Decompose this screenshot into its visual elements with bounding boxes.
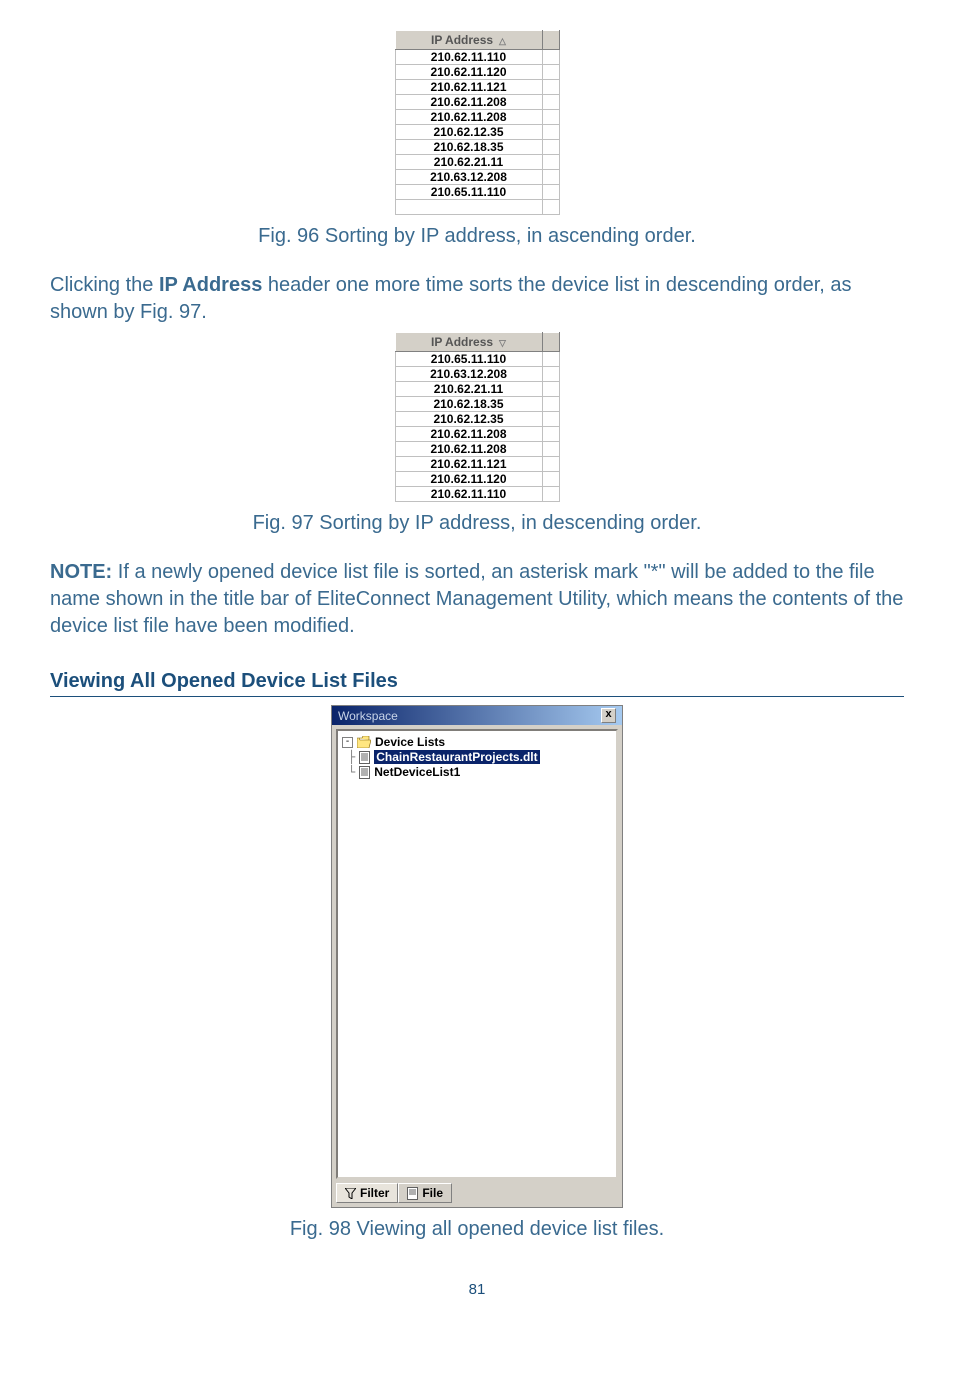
workspace-body: - Device Lists ├ ChainRestaurantProjects…: [336, 729, 618, 1179]
document-icon: [359, 751, 370, 764]
spacer-cell: [542, 80, 559, 95]
tree-item-1[interactable]: ├ ChainRestaurantProjects.dlt: [348, 750, 612, 764]
spacer-cell: [542, 487, 559, 502]
spacer-cell: [542, 140, 559, 155]
sort-asc-icon: △: [499, 36, 506, 47]
sort-desc-icon: ▽: [499, 338, 506, 349]
spacer-cell: [542, 95, 559, 110]
spacer-cell: [542, 397, 559, 412]
ip-cell: 210.62.11.208: [395, 110, 542, 125]
ip-cell: 210.65.11.110: [395, 185, 542, 200]
spacer-cell: [542, 367, 559, 382]
fig96-caption: Fig. 96 Sorting by IP address, in ascend…: [50, 225, 904, 248]
spacer-cell: [542, 185, 559, 200]
bold-ip-address: IP Address: [159, 274, 262, 296]
ip-cell: 210.65.11.110: [395, 352, 542, 367]
spacer-header: [542, 31, 559, 50]
close-button[interactable]: x: [601, 708, 616, 723]
spacer-cell: [542, 110, 559, 125]
ip-cell: 210.62.21.11: [395, 155, 542, 170]
note-text: If a newly opened device list file is so…: [50, 561, 903, 637]
section-heading: Viewing All Opened Device List Files: [50, 670, 904, 697]
filter-icon: [345, 1188, 356, 1199]
ip-cell: 210.62.12.35: [395, 412, 542, 427]
ip-cell: 210.62.11.110: [395, 50, 542, 65]
workspace-window: Workspace x - Device Lists ├ ChainRestau…: [331, 705, 623, 1208]
spacer-cell: [542, 457, 559, 472]
fig97-caption: Fig. 97 Sorting by IP address, in descen…: [50, 512, 904, 535]
selected-file: ChainRestaurantProjects.dlt: [374, 750, 539, 764]
tree-line-icon: ├: [348, 750, 355, 764]
ip-cell: 210.62.18.35: [395, 140, 542, 155]
note-label: NOTE:: [50, 561, 112, 583]
spacer-cell: [542, 442, 559, 457]
ip-cell: 210.62.12.35: [395, 125, 542, 140]
spacer-cell: [542, 125, 559, 140]
spacer-cell: [542, 427, 559, 442]
workspace-tabs: Filter File: [336, 1183, 618, 1203]
paragraph-1: Clicking the IP Address header one more …: [50, 272, 904, 326]
header-label: IP Address: [431, 335, 493, 349]
spacer-cell: [542, 65, 559, 80]
ip-cell: 210.62.11.208: [395, 442, 542, 457]
ip-cell: 210.62.21.11: [395, 382, 542, 397]
spacer-cell: [542, 472, 559, 487]
spacer-cell: [542, 50, 559, 65]
collapse-icon[interactable]: -: [342, 737, 353, 748]
text-fragment: Clicking the: [50, 274, 159, 296]
fig96-table: IP Address△ 210.62.11.110 210.62.11.120 …: [395, 30, 560, 215]
spacer-cell: [542, 382, 559, 397]
ip-header-asc[interactable]: IP Address △: [395, 31, 542, 50]
tree-line-icon: └: [348, 765, 355, 779]
spacer-cell: [542, 170, 559, 185]
ip-header-desc[interactable]: IP Address ▽: [395, 333, 542, 352]
tab-file[interactable]: File: [398, 1183, 452, 1203]
root-label: Device Lists: [375, 735, 445, 749]
page-number: 81: [50, 1281, 904, 1298]
file-label: NetDeviceList1: [374, 765, 460, 779]
ip-cell: 210.62.11.208: [395, 95, 542, 110]
spacer-cell: [542, 155, 559, 170]
folder-open-icon: [357, 736, 371, 748]
ip-cell: 210.62.11.120: [395, 65, 542, 80]
ip-cell: 210.62.11.120: [395, 472, 542, 487]
document-icon: [359, 766, 370, 779]
header-label: IP Address: [431, 33, 493, 47]
workspace-title: Workspace: [338, 709, 398, 723]
document-icon: [407, 1187, 418, 1200]
spacer-cell: [542, 200, 559, 215]
ip-cell-empty: [395, 200, 542, 215]
tree-root[interactable]: - Device Lists: [342, 735, 612, 749]
fig98-caption: Fig. 98 Viewing all opened device list f…: [50, 1218, 904, 1241]
ip-cell: 210.63.12.208: [395, 170, 542, 185]
fig97-table: IP Address▽ 210.65.11.110 210.63.12.208 …: [395, 332, 560, 502]
tab-filter[interactable]: Filter: [336, 1183, 398, 1203]
spacer-header: [542, 333, 559, 352]
ip-cell: 210.62.11.121: [395, 80, 542, 95]
tree-item-2[interactable]: └ NetDeviceList1: [348, 765, 612, 779]
ip-cell: 210.63.12.208: [395, 367, 542, 382]
ip-cell: 210.62.11.110: [395, 487, 542, 502]
spacer-cell: [542, 352, 559, 367]
note-paragraph: NOTE: If a newly opened device list file…: [50, 559, 904, 640]
tab-filter-label: Filter: [360, 1186, 389, 1200]
spacer-cell: [542, 412, 559, 427]
workspace-titlebar: Workspace x: [332, 706, 622, 725]
ip-cell: 210.62.18.35: [395, 397, 542, 412]
ip-cell: 210.62.11.208: [395, 427, 542, 442]
tab-file-label: File: [422, 1186, 443, 1200]
ip-cell: 210.62.11.121: [395, 457, 542, 472]
